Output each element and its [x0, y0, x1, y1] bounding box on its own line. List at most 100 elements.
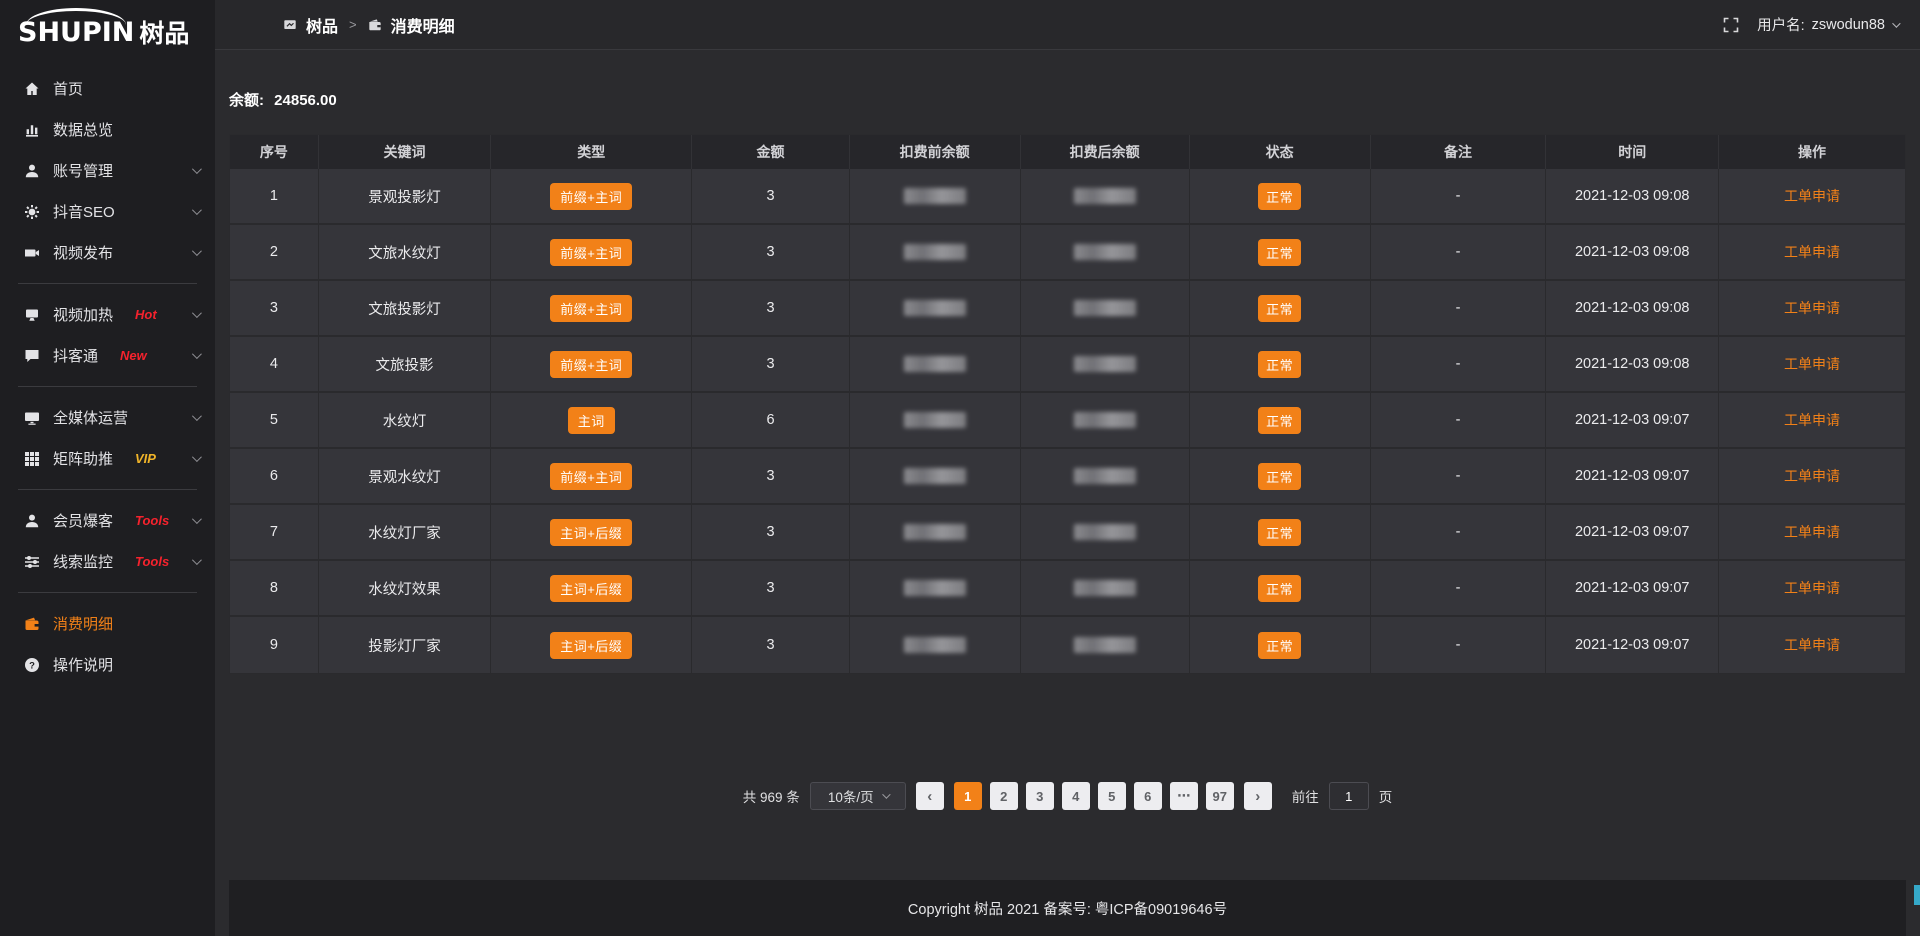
redacted-balance-blob — [903, 356, 966, 373]
fullscreen-icon[interactable] — [1723, 17, 1739, 33]
page-button[interactable]: 97 — [1205, 782, 1234, 810]
page-button[interactable]: 2 — [989, 782, 1018, 810]
prev-page-button[interactable]: ‹ — [915, 782, 944, 810]
sidebar-item-label: 抖音SEO — [53, 204, 115, 221]
redacted-balance-blob — [903, 300, 966, 317]
col-status: 状态 — [1189, 135, 1371, 169]
cell-action: 工单申请 — [1718, 337, 1905, 393]
cell-type: 主词 — [491, 393, 693, 449]
sliders-icon — [24, 554, 40, 570]
sidebar-item-media-operation[interactable]: 全媒体运营 — [0, 397, 215, 438]
redacted-balance-blob — [903, 412, 966, 429]
cell-time: 2021-12-03 09:08 — [1546, 337, 1719, 393]
sidebar-item-instructions[interactable]: ? 操作说明 — [0, 644, 215, 685]
cell-amount: 3 — [692, 337, 850, 393]
breadcrumb-item-root[interactable]: 树品 — [306, 18, 339, 36]
grid-icon — [24, 451, 40, 467]
work-order-link[interactable]: 工单申请 — [1783, 412, 1840, 428]
redacted-balance-blob — [903, 188, 966, 205]
sidebar-item-member-tools[interactable]: 会员爆客 Tools — [0, 500, 215, 541]
cell-index: 1 — [230, 169, 319, 225]
work-order-link[interactable]: 工单申请 — [1783, 244, 1840, 260]
work-order-link[interactable]: 工单申请 — [1783, 188, 1840, 204]
balance-value: 24856.00 — [274, 92, 337, 109]
page-size-select[interactable]: 10条/页 — [809, 782, 906, 810]
page-button[interactable]: 6 — [1133, 782, 1162, 810]
sidebar-item-doukotong[interactable]: 抖客通 New — [0, 335, 215, 376]
table-row: 6 景观水纹灯 前缀+主词 3 正常 - 2021-12-03 09:07 工单… — [230, 449, 1905, 505]
sidebar-item-home[interactable]: 首页 — [0, 68, 215, 109]
breadcrumb: 树品 > 消费明细 — [283, 13, 455, 37]
next-page-button[interactable]: › — [1243, 782, 1272, 810]
redacted-balance-blob — [1073, 356, 1136, 373]
status-badge: 正常 — [1258, 462, 1302, 490]
total-count: 共 969 条 — [742, 790, 800, 805]
table-row: 5 水纹灯 主词 6 正常 - 2021-12-03 09:07 工单申请 — [230, 393, 1905, 449]
cell-amount: 3 — [692, 225, 850, 281]
work-order-link[interactable]: 工单申请 — [1783, 356, 1840, 372]
sidebar-item-video-heating[interactable]: 视频加热 Hot — [0, 294, 215, 335]
hot-tag: Hot — [135, 307, 157, 322]
cell-status: 正常 — [1189, 393, 1371, 449]
page-button[interactable]: 3 — [1025, 782, 1054, 810]
wallet-icon — [24, 616, 40, 632]
work-order-link[interactable]: 工单申请 — [1783, 300, 1840, 316]
logo-text-en: SHUPIN — [18, 7, 135, 48]
sidebar-item-lead-monitor[interactable]: 线索监控 Tools — [0, 541, 215, 582]
col-type: 类型 — [491, 135, 693, 169]
type-badge: 前缀+主词 — [550, 238, 633, 266]
bar-chart-icon — [24, 122, 40, 138]
status-badge: 正常 — [1258, 518, 1302, 546]
sidebar-item-label: 数据总览 — [53, 122, 114, 139]
side-widget-tab[interactable] — [1914, 885, 1920, 905]
cell-balance-before — [849, 393, 1021, 449]
sidebar-item-data-overview[interactable]: 数据总览 — [0, 109, 215, 150]
cell-amount: 3 — [692, 505, 850, 561]
sidebar-item-account-management[interactable]: 账号管理 — [0, 150, 215, 191]
sidebar-item-matrix-boost[interactable]: 矩阵助推 VIP — [0, 438, 215, 479]
cell-status: 正常 — [1189, 337, 1371, 393]
work-order-link[interactable]: 工单申请 — [1783, 580, 1840, 596]
cell-status: 正常 — [1189, 561, 1371, 617]
menu-divider — [18, 386, 197, 387]
cell-balance-after — [1020, 225, 1190, 281]
cell-balance-before — [849, 561, 1021, 617]
cell-note: - — [1370, 393, 1547, 449]
cell-action: 工单申请 — [1718, 225, 1905, 281]
cell-type: 前缀+主词 — [491, 169, 693, 225]
cell-note: - — [1370, 449, 1547, 505]
chevron-down-icon — [191, 164, 202, 175]
cell-type: 主词+后缀 — [491, 505, 693, 561]
type-badge: 主词+后缀 — [550, 518, 633, 546]
sidebar-item-video-publish[interactable]: 视频发布 — [0, 232, 215, 273]
tools-tag: Tools — [135, 554, 170, 569]
goto-page-input[interactable] — [1328, 782, 1369, 810]
cell-balance-before — [849, 617, 1021, 673]
tv-icon — [24, 307, 40, 323]
page-button[interactable]: 4 — [1061, 782, 1090, 810]
sidebar-item-douyin-seo[interactable]: 抖音SEO — [0, 191, 215, 232]
redacted-balance-blob — [903, 524, 966, 541]
chevron-down-icon — [191, 411, 202, 422]
sidebar-item-consumption-detail[interactable]: 消费明细 — [0, 603, 215, 644]
topbar-right: 用户名: zswodun88 — [1723, 14, 1901, 35]
page-button[interactable]: 5 — [1097, 782, 1126, 810]
cell-balance-after — [1020, 281, 1190, 337]
work-order-link[interactable]: 工单申请 — [1783, 468, 1840, 484]
cell-keyword: 景观投影灯 — [318, 169, 492, 225]
sidebar-item-label: 账号管理 — [53, 163, 114, 180]
sidebar-item-label: 全媒体运营 — [53, 410, 129, 427]
vip-tag: VIP — [135, 451, 156, 466]
work-order-link[interactable]: 工单申请 — [1783, 637, 1840, 653]
cell-balance-after — [1020, 393, 1190, 449]
cell-keyword: 文旅投影灯 — [318, 281, 492, 337]
chevron-down-icon — [1892, 18, 1901, 28]
work-order-link[interactable]: 工单申请 — [1783, 524, 1840, 540]
page-button[interactable]: 1 — [953, 782, 982, 810]
page-list: 1 2 3 4 5 6 ⋯ 97 — [953, 782, 1234, 810]
col-time: 时间 — [1546, 135, 1719, 169]
pagination: 共 969 条 10条/页 ‹ 1 2 3 4 — [229, 782, 1906, 810]
redacted-balance-blob — [1073, 468, 1136, 485]
page-button[interactable]: ⋯ — [1169, 782, 1198, 810]
user-menu[interactable]: 用户名: zswodun88 — [1757, 14, 1901, 35]
